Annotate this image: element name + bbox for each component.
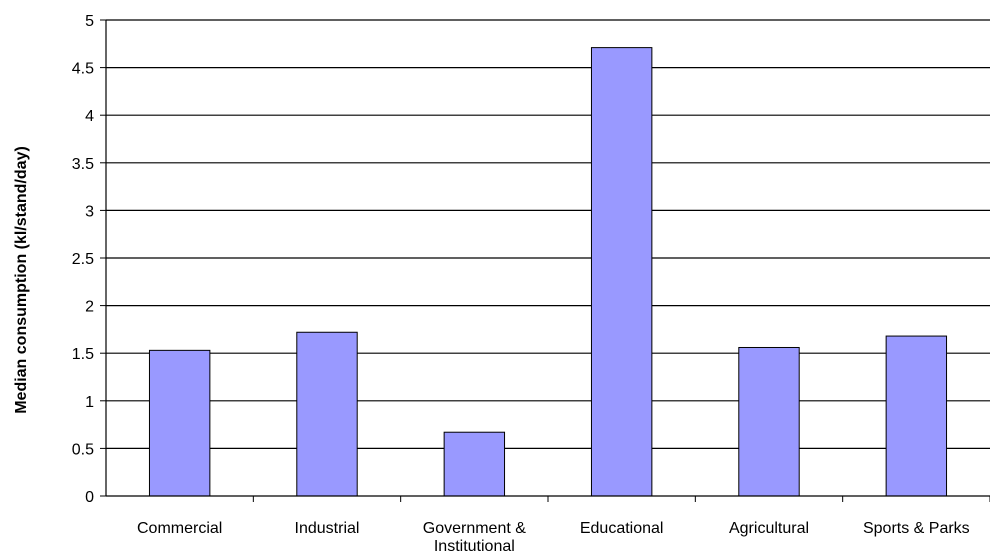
y-tick-label: 5	[85, 13, 94, 30]
y-tick-label: 0.5	[72, 441, 94, 458]
y-tick-label: 3.5	[72, 156, 94, 173]
y-axis-title: Median consumption (kl/stand/day)	[13, 146, 30, 414]
y-tick-label: 1.5	[72, 346, 94, 363]
x-tick-label: Agricultural	[729, 520, 809, 537]
y-tick-label: 2	[85, 299, 94, 316]
x-tick-label: Government & Institutional	[423, 520, 526, 555]
y-tick-label: 0	[85, 489, 94, 506]
x-tick-label: Industrial	[295, 520, 360, 537]
y-tick-label: 4	[85, 108, 94, 125]
y-tick-label: 3	[85, 203, 94, 220]
y-tick-label: 2.5	[72, 251, 94, 268]
x-tick-labels: Commercial Industrial Government & Institut…	[137, 496, 990, 555]
bar	[296, 331, 358, 497]
x-tick-label: Commercial	[137, 520, 222, 537]
bar	[738, 346, 800, 497]
bar	[148, 349, 211, 497]
bar	[885, 335, 948, 497]
gridlines	[106, 19, 990, 449]
x-tick-label: Sports & Parks	[863, 520, 970, 537]
bar	[590, 47, 653, 497]
x-tick-label: Educational	[580, 520, 664, 537]
bar	[443, 431, 506, 497]
y-tick-label: 4.5	[72, 61, 94, 78]
y-tick-label: 1	[85, 394, 94, 411]
y-tick-labels: 0 0.5 1 1.5 2 2.5 3 3.5 4 4.5 5	[72, 13, 106, 506]
